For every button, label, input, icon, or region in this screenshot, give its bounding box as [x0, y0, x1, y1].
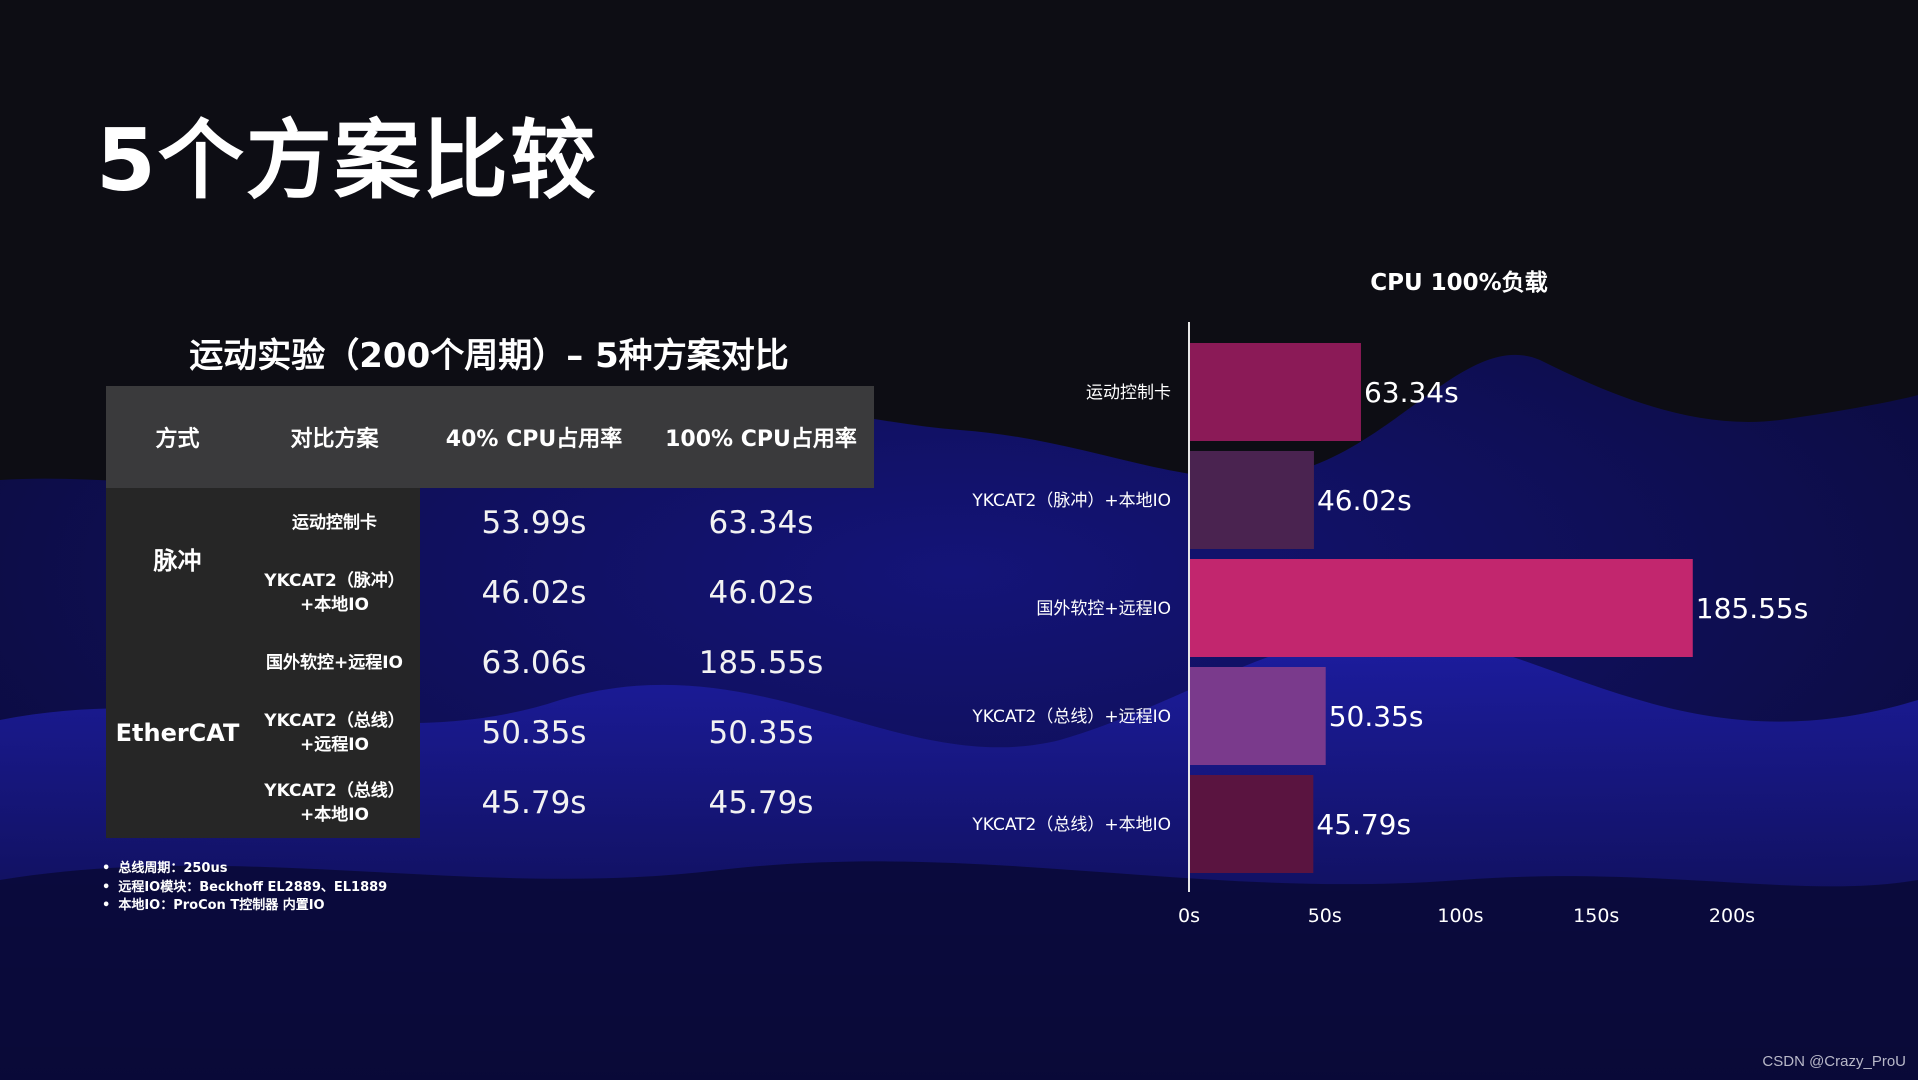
- x-tick-label: 200s: [1709, 905, 1755, 927]
- x-tick-label: 100s: [1437, 905, 1483, 927]
- header-method: 方式: [106, 386, 249, 488]
- bar-value-label: 50.35s: [1329, 700, 1424, 733]
- bar-4: [1189, 667, 1326, 765]
- bar-3: [1189, 559, 1693, 657]
- x-tick-label: 50s: [1308, 905, 1342, 927]
- group-pulse: 脉冲: [106, 488, 249, 628]
- table-row: EtherCAT 国外软控+远程IO 63.06s 185.55s: [106, 628, 874, 838]
- category-label: YKCAT2（总线）+远程IO: [971, 707, 1171, 727]
- header-scheme: 对比方案: [249, 386, 420, 488]
- cpu40-value: 53.99s: [481, 505, 587, 541]
- cpu100-value: 45.79s: [708, 785, 814, 821]
- cpu40-value: 63.06s: [481, 645, 587, 681]
- scheme-line2: +远程IO: [299, 735, 370, 755]
- chart-title: CPU 100%负载: [1370, 270, 1547, 296]
- cpu100-value: 63.34s: [708, 505, 814, 541]
- scheme-line1: YKCAT2（总线）: [264, 781, 405, 801]
- comparison-table: 方式 对比方案 40% CPU占用率 100% CPU占用率 脉冲 运动控制卡 …: [106, 386, 874, 838]
- scheme-line2: +本地IO: [299, 595, 370, 615]
- cpu100-value: 46.02s: [708, 575, 814, 611]
- cpu40-value: 46.02s: [481, 575, 587, 611]
- table-title: 运动实验（200个周期）– 5种方案对比: [189, 336, 789, 376]
- x-axis-ticks: 0s 50s 100s 150s 200s: [1178, 905, 1755, 927]
- bar-value-label: 185.55s: [1696, 592, 1809, 625]
- footnote-item: 总线周期：250us: [100, 860, 387, 879]
- bar-group: 63.34s 运动控制卡 46.02s YKCAT2（脉冲）+本地IO 185.55s 国…: [971, 343, 1808, 873]
- category-label: 国外软控+远程IO: [1036, 599, 1171, 619]
- cpu40-value: 50.35s: [481, 715, 587, 751]
- footnote-item: 远程IO模块：Beckhoff EL2889、EL1889: [100, 879, 387, 898]
- bar-value-label: 46.02s: [1317, 484, 1412, 517]
- footnotes: 总线周期：250us 远程IO模块：Beckhoff EL2889、EL1889…: [100, 860, 387, 916]
- bar-5: [1189, 775, 1314, 873]
- bar-value-label: 45.79s: [1316, 808, 1411, 841]
- group-ethercat: EtherCAT: [106, 628, 249, 838]
- scheme-cell: YKCAT2（总线） +远程IO: [249, 698, 420, 768]
- header-cpu40: 40% CPU占用率: [420, 386, 648, 488]
- scheme-line1: YKCAT2（总线）: [264, 711, 405, 731]
- cpu40-value: 45.79s: [481, 785, 587, 821]
- scheme-line1: 国外软控+远程IO: [265, 653, 404, 673]
- category-label: YKCAT2（总线）+本地IO: [971, 815, 1171, 835]
- scheme-line1: YKCAT2（脉冲）: [264, 571, 405, 591]
- cpu100-value: 50.35s: [708, 715, 814, 751]
- scheme-line1: 运动控制卡: [292, 513, 377, 533]
- bar-2: [1189, 451, 1314, 549]
- scheme-cell: YKCAT2（总线） +本地IO: [249, 768, 420, 838]
- table-row: YKCAT2（总线） +本地IO 45.79s 45.79s: [106, 768, 874, 838]
- x-tick-label: 150s: [1573, 905, 1619, 927]
- category-label: 运动控制卡: [1086, 383, 1171, 403]
- watermark: CSDN @Crazy_ProU: [1762, 1053, 1906, 1070]
- table-row: YKCAT2（总线） +远程IO 50.35s 50.35s: [106, 698, 874, 768]
- table-header-row: 方式 对比方案 40% CPU占用率 100% CPU占用率: [106, 386, 874, 488]
- scheme-cell: YKCAT2（脉冲） +本地IO: [249, 558, 420, 628]
- x-tick-label: 0s: [1178, 905, 1200, 927]
- cpu100-value: 185.55s: [698, 645, 824, 681]
- category-label: YKCAT2（脉冲）+本地IO: [971, 491, 1171, 511]
- header-cpu100: 100% CPU占用率: [648, 386, 874, 488]
- scheme-cell: 国外软控+远程IO: [249, 628, 420, 698]
- table-row: 脉冲 运动控制卡 53.99s 63.34s: [106, 488, 874, 628]
- scheme-cell: 运动控制卡: [249, 488, 420, 558]
- scheme-line2: +本地IO: [299, 805, 370, 825]
- bar-value-label: 63.34s: [1364, 376, 1459, 409]
- slide-title: 5个方案比较: [96, 111, 598, 211]
- footnote-item: 本地IO：ProCon T控制器 内置IO: [100, 897, 387, 916]
- bar-1: [1189, 343, 1361, 441]
- table-row: YKCAT2（脉冲） +本地IO 46.02s 46.02s: [106, 558, 874, 628]
